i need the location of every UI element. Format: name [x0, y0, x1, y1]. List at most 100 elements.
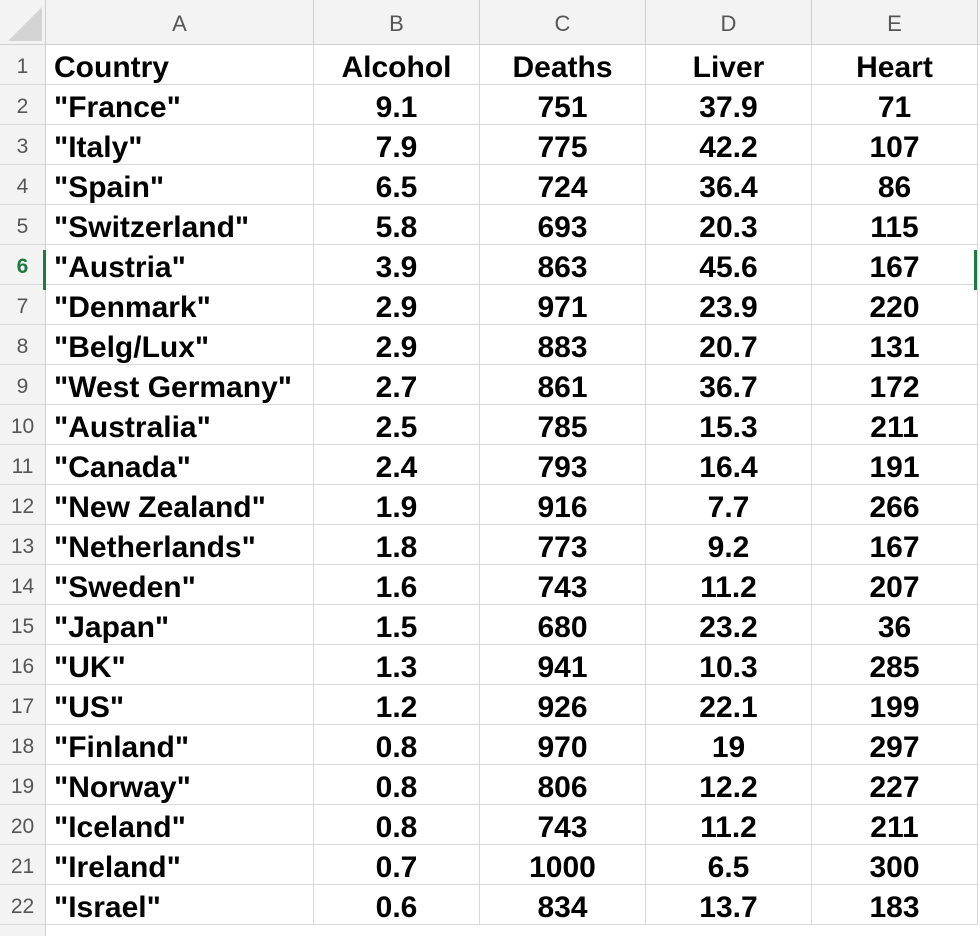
cell-liver[interactable]: 15.3 [646, 405, 812, 445]
cell-deaths[interactable]: 743 [480, 565, 646, 605]
cell-liver[interactable]: 12.2 [646, 765, 812, 805]
cell-alcohol[interactable]: 2.9 [314, 285, 480, 325]
cell-liver[interactable]: 23.2 [646, 605, 812, 645]
cell-liver[interactable]: 37.9 [646, 85, 812, 125]
row-header[interactable]: 10 [0, 405, 45, 445]
cell-country[interactable]: "Spain" [46, 165, 314, 205]
cell-liver[interactable]: 45.6 [646, 245, 812, 285]
cell-heart[interactable]: 191 [812, 445, 978, 485]
row-header[interactable]: 13 [0, 525, 45, 565]
cell-alcohol[interactable]: 0.8 [314, 765, 480, 805]
cell-liver[interactable]: 23.9 [646, 285, 812, 325]
cell-country[interactable]: "Italy" [46, 125, 314, 165]
cell-heart[interactable]: 167 [812, 525, 978, 565]
cell-country[interactable]: "New Zealand" [46, 485, 314, 525]
row-header[interactable]: 19 [0, 765, 45, 805]
cell-heart[interactable]: 71 [812, 85, 978, 125]
cell-country[interactable]: "Switzerland" [46, 205, 314, 245]
cell-deaths[interactable]: 806 [480, 765, 646, 805]
column-header-e[interactable]: E [812, 0, 978, 44]
cell-deaths[interactable]: 743 [480, 805, 646, 845]
cell-deaths[interactable]: 775 [480, 125, 646, 165]
cell-deaths[interactable]: 926 [480, 685, 646, 725]
header-cell-liver[interactable]: Liver [646, 45, 812, 85]
cell-alcohol[interactable]: 1.9 [314, 485, 480, 525]
row-header[interactable]: 16 [0, 645, 45, 685]
cell-country[interactable]: "US" [46, 685, 314, 725]
cell-alcohol[interactable]: 1.3 [314, 645, 480, 685]
cell-country[interactable]: "Denmark" [46, 285, 314, 325]
cell-country[interactable]: "Austria" [46, 245, 314, 285]
row-header[interactable]: 17 [0, 685, 45, 725]
cell-liver[interactable]: 13.7 [646, 885, 812, 925]
row-header[interactable]: 20 [0, 805, 45, 845]
cell-heart[interactable]: 300 [812, 845, 978, 885]
cell-liver[interactable]: 6.5 [646, 845, 812, 885]
cell-heart[interactable]: 86 [812, 165, 978, 205]
cell-country[interactable]: "Ireland" [46, 845, 314, 885]
cell-heart[interactable]: 207 [812, 565, 978, 605]
cell-heart[interactable]: 199 [812, 685, 978, 725]
cell-alcohol[interactable]: 3.9 [314, 245, 480, 285]
row-header[interactable]: 22 [0, 885, 45, 925]
cell-heart[interactable]: 211 [812, 805, 978, 845]
column-header-b[interactable]: B [314, 0, 480, 44]
cell-liver[interactable]: 9.2 [646, 525, 812, 565]
cell-deaths[interactable]: 785 [480, 405, 646, 445]
row-header[interactable]: 1 [0, 45, 45, 85]
cell-deaths[interactable]: 971 [480, 285, 646, 325]
cell-alcohol[interactable]: 5.8 [314, 205, 480, 245]
row-header[interactable]: 14 [0, 565, 45, 605]
cell-alcohol[interactable]: 0.7 [314, 845, 480, 885]
cell-heart[interactable]: 172 [812, 365, 978, 405]
cell-country[interactable]: "Norway" [46, 765, 314, 805]
cell-heart[interactable]: 211 [812, 405, 978, 445]
cell-alcohol[interactable]: 6.5 [314, 165, 480, 205]
column-header-a[interactable]: A [46, 0, 314, 44]
cell-deaths[interactable]: 863 [480, 245, 646, 285]
cell-alcohol[interactable]: 2.7 [314, 365, 480, 405]
cell-deaths[interactable]: 680 [480, 605, 646, 645]
cell-alcohol[interactable]: 0.8 [314, 805, 480, 845]
cell-heart[interactable]: 183 [812, 885, 978, 925]
cell-country[interactable]: "Australia" [46, 405, 314, 445]
cell-country[interactable]: "West Germany" [46, 365, 314, 405]
cell-heart[interactable]: 227 [812, 765, 978, 805]
row-header[interactable]: 11 [0, 445, 45, 485]
row-header[interactable]: 9 [0, 365, 45, 405]
cell-liver[interactable]: 20.3 [646, 205, 812, 245]
cell-heart[interactable]: 266 [812, 485, 978, 525]
row-header[interactable]: 18 [0, 725, 45, 765]
cell-alcohol[interactable]: 1.8 [314, 525, 480, 565]
header-cell-country[interactable]: Country [46, 45, 314, 85]
cell-deaths[interactable]: 941 [480, 645, 646, 685]
cell-liver[interactable]: 36.4 [646, 165, 812, 205]
cell-alcohol[interactable]: 0.6 [314, 885, 480, 925]
header-cell-alcohol[interactable]: Alcohol [314, 45, 480, 85]
cell-country[interactable]: "France" [46, 85, 314, 125]
cell-country[interactable]: "UK" [46, 645, 314, 685]
row-header[interactable]: 8 [0, 325, 45, 365]
column-header-c[interactable]: C [480, 0, 646, 44]
cell-country[interactable]: "Belg/Lux" [46, 325, 314, 365]
cell-country[interactable]: "Netherlands" [46, 525, 314, 565]
cell-heart[interactable]: 115 [812, 205, 978, 245]
cell-heart[interactable]: 131 [812, 325, 978, 365]
cell-country[interactable]: "Israel" [46, 885, 314, 925]
cell-heart[interactable]: 220 [812, 285, 978, 325]
row-header[interactable]: 6 [0, 245, 45, 285]
cell-alcohol[interactable]: 9.1 [314, 85, 480, 125]
cell-deaths[interactable]: 861 [480, 365, 646, 405]
cell-alcohol[interactable]: 0.8 [314, 725, 480, 765]
row-header[interactable]: 21 [0, 845, 45, 885]
row-header[interactable]: 7 [0, 285, 45, 325]
header-cell-heart[interactable]: Heart [812, 45, 978, 85]
cell-deaths[interactable]: 751 [480, 85, 646, 125]
cell-deaths[interactable]: 693 [480, 205, 646, 245]
cell-country[interactable]: "Finland" [46, 725, 314, 765]
cell-deaths[interactable]: 883 [480, 325, 646, 365]
cell-liver[interactable]: 20.7 [646, 325, 812, 365]
cell-alcohol[interactable]: 1.6 [314, 565, 480, 605]
cell-alcohol[interactable]: 1.2 [314, 685, 480, 725]
cell-deaths[interactable]: 834 [480, 885, 646, 925]
